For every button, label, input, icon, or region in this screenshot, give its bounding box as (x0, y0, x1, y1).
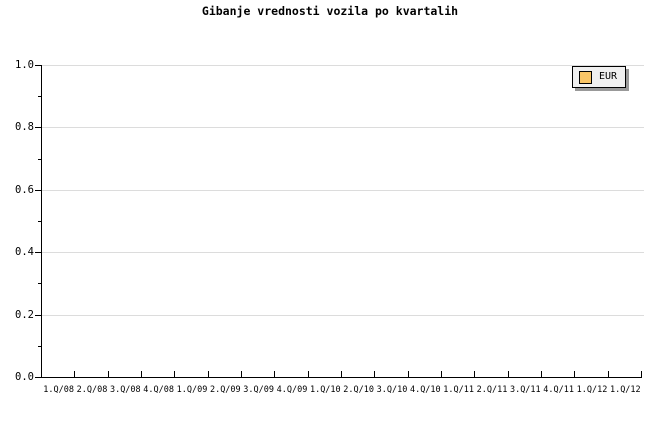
x-axis-tick-label: 4.Q/09 (276, 385, 308, 395)
y-gridline (42, 190, 644, 191)
y-axis-tick-label: 0.2 (15, 309, 34, 321)
x-axis-tick-label: 1.Q/09 (176, 385, 208, 395)
x-axis-tick-label: 4.Q/11 (543, 385, 575, 395)
x-axis-tick (374, 371, 375, 377)
x-axis-tick (74, 371, 75, 377)
y-axis-minor-tick (38, 283, 41, 284)
x-axis-tick-label: 4.Q/10 (409, 385, 441, 395)
y-axis-major-tick (35, 252, 41, 253)
y-axis-tick-label: 0.6 (15, 184, 34, 196)
y-axis-minor-tick (38, 96, 41, 97)
x-axis-tick-label: 2.Q/11 (476, 385, 508, 395)
x-axis-tick-label: 2.Q/08 (76, 385, 108, 395)
x-axis-tick (641, 371, 642, 377)
y-gridline (42, 315, 644, 316)
x-axis-tick (408, 371, 409, 377)
x-axis-tick (308, 371, 309, 377)
y-gridline (42, 65, 644, 66)
x-axis-tick (441, 371, 442, 377)
x-axis-tick (608, 371, 609, 377)
x-axis-tick-label: 1.Q/11 (443, 385, 475, 395)
legend-box: EUR (572, 66, 627, 88)
x-axis-tick (508, 371, 509, 377)
y-axis-tick-label: 1.0 (15, 59, 34, 71)
legend-label-eur: EUR (599, 71, 618, 82)
x-axis-tick-label: 1.Q/12 (576, 385, 608, 395)
y-axis-minor-tick (38, 159, 41, 160)
y-axis-tick-label: 0.8 (15, 121, 34, 133)
x-axis-tick-label: 2.Q/10 (343, 385, 375, 395)
y-axis-major-tick (35, 315, 41, 316)
x-axis-tick (241, 371, 242, 377)
y-gridline (42, 252, 644, 253)
y-axis-minor-tick (38, 346, 41, 347)
x-axis-tick-label: 3.Q/10 (376, 385, 408, 395)
x-axis-tick-label: 1.Q/10 (309, 385, 341, 395)
y-axis-major-tick (35, 65, 41, 66)
y-axis-major-tick (35, 190, 41, 191)
x-axis-tick-label: 2.Q/09 (209, 385, 241, 395)
x-axis-tick-label: 1.Q/08 (43, 385, 75, 395)
x-axis-tick-label: 3.Q/08 (109, 385, 141, 395)
x-axis-tick (208, 371, 209, 377)
x-axis-tick-label: 3.Q/11 (509, 385, 541, 395)
x-axis-tick (108, 371, 109, 377)
y-axis-minor-tick (38, 221, 41, 222)
x-axis-tick (474, 371, 475, 377)
x-axis-tick-label: 3.Q/09 (243, 385, 275, 395)
y-gridline (42, 127, 644, 128)
y-axis-major-tick (35, 377, 41, 378)
x-axis-tick (141, 371, 142, 377)
x-axis-tick-label: 4.Q/08 (143, 385, 175, 395)
x-axis-tick-label: 1.Q/12 (609, 385, 641, 395)
x-axis-tick (274, 371, 275, 377)
x-axis-tick (174, 371, 175, 377)
y-axis-tick-label: 0.4 (15, 246, 34, 258)
chart-title: Gibanje vrednosti vozila po kvartalih (201, 4, 459, 18)
y-axis-tick-label: 0.0 (15, 371, 34, 383)
x-axis-tick (574, 371, 575, 377)
x-axis-tick (341, 371, 342, 377)
legend-swatch-eur-icon (579, 70, 592, 84)
x-axis-tick (541, 371, 542, 377)
plot-area: 0.0 0.2 0.4 0.6 0.8 1.0 1.Q/08 2.Q/08 3.Q/08 4.Q/… (15, 59, 644, 395)
y-axis-major-tick (35, 127, 41, 128)
